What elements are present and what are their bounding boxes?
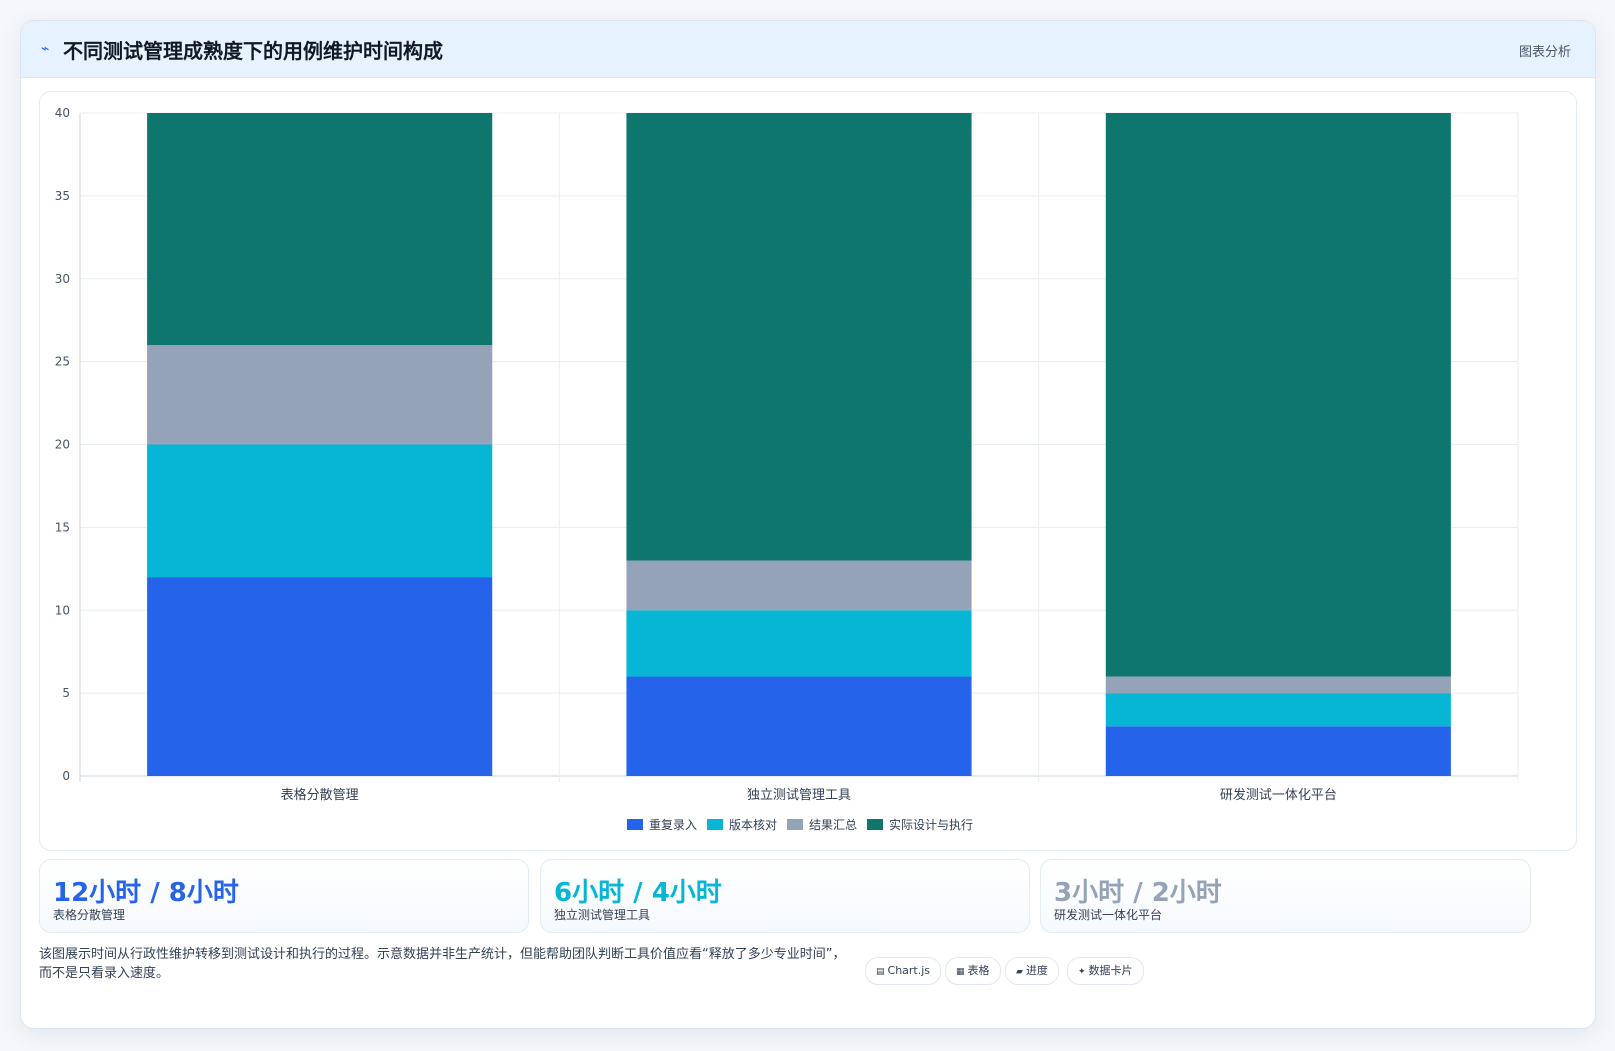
card-title: 不同测试管理成熟度下的用例维护时间构成 bbox=[63, 39, 443, 63]
chart-analysis-link[interactable]: 图表分析 bbox=[1518, 45, 1571, 60]
chip-table[interactable]: ▦ 表格 bbox=[945, 957, 1001, 985]
card-header: ⌁ 不同测试管理成熟度下的用例维护时间构成 图表分析 bbox=[21, 21, 1595, 78]
y-tick-label: 5 bbox=[62, 686, 70, 700]
stacked-bar-chart: 0 5 10 15 20 25 30 35 40 表格分散管理 独立测试管理工具 研发测试一体化平台重… bbox=[55, 106, 1519, 832]
legend-swatch bbox=[867, 819, 883, 830]
bar-segment bbox=[1105, 726, 1451, 776]
y-tick-label: 15 bbox=[55, 520, 70, 534]
y-tick-label: 0 bbox=[62, 769, 70, 783]
bar-segment bbox=[147, 444, 493, 578]
bar-segment bbox=[147, 577, 493, 776]
chip-data-card[interactable]: ✦ 数据卡片 bbox=[1067, 957, 1144, 985]
stat-label: 表格分散管理 bbox=[53, 908, 126, 922]
legend-swatch bbox=[707, 819, 723, 830]
legend-label: 版本核对 bbox=[729, 818, 777, 832]
bar-segment bbox=[147, 113, 493, 346]
bar-segment bbox=[626, 113, 972, 561]
bar-segment bbox=[626, 560, 972, 611]
stat-value: 3小时 / 2小时 bbox=[1054, 878, 1222, 908]
sparkle-icon: ✦ bbox=[1078, 967, 1086, 977]
stat-label: 独立测试管理工具 bbox=[554, 908, 651, 922]
chip-label: Chart.js bbox=[887, 964, 931, 977]
y-tick-label: 30 bbox=[55, 272, 70, 286]
legend-swatch bbox=[627, 819, 643, 830]
y-tick-label: 35 bbox=[55, 189, 70, 203]
stat-label: 研发测试一体化平台 bbox=[1054, 908, 1163, 922]
bar-segment bbox=[147, 345, 493, 445]
legend-label: 重复录入 bbox=[649, 818, 697, 832]
bar-segment bbox=[1105, 693, 1451, 727]
x-tick-label: 独立测试管理工具 bbox=[747, 788, 851, 803]
x-tick-label: 表格分散管理 bbox=[281, 787, 359, 803]
bar-segment bbox=[1105, 676, 1451, 694]
chart-icon: ▤ bbox=[876, 967, 885, 977]
legend-label: 实际设计与执行 bbox=[889, 817, 973, 832]
legend-swatch bbox=[787, 819, 803, 830]
progress-icon: ▰ bbox=[1016, 967, 1023, 977]
table-icon: ▦ bbox=[956, 967, 965, 977]
y-tick-label: 40 bbox=[55, 106, 70, 120]
chip-label: 表格 bbox=[967, 964, 990, 977]
bar-segment bbox=[626, 676, 972, 776]
bar-segment bbox=[626, 610, 972, 677]
x-tick-label: 研发测试一体化平台 bbox=[1220, 787, 1337, 803]
y-tick-label: 10 bbox=[55, 603, 70, 617]
y-tick-label: 25 bbox=[55, 355, 70, 369]
chart-description: 该图展示时间从行政性维护转移到测试设计和执行的过程。示意数据并非生产统计，但能帮… bbox=[39, 947, 846, 981]
chip-progress[interactable]: ▰ 进度 bbox=[1005, 957, 1059, 985]
stat-value: 12小时 / 8小时 bbox=[53, 878, 239, 908]
chart-line-icon: ⌁ bbox=[41, 41, 50, 57]
bar-segment bbox=[1105, 113, 1451, 677]
legend-label: 结果汇总 bbox=[809, 818, 857, 832]
chip-label: 进度 bbox=[1025, 964, 1048, 977]
y-tick-label: 20 bbox=[55, 438, 70, 452]
chart-card: ⌁ 不同测试管理成熟度下的用例维护时间构成 图表分析 0 5 10 15 20 25 30 3… bbox=[20, 20, 1596, 1029]
stat-card-integrated-platform: 3小时 / 2小时 研发测试一体化平台 bbox=[1040, 859, 1531, 933]
chart-panel: 0 5 10 15 20 25 30 35 40 表格分散管理 独立测试管理工具 研发测试一体化平台重… bbox=[39, 91, 1577, 851]
chip-chartjs[interactable]: ▤ Chart.js bbox=[865, 957, 942, 985]
stat-value: 6小时 / 4小时 bbox=[554, 878, 722, 908]
stat-card-standalone-tool: 6小时 / 4小时 独立测试管理工具 bbox=[540, 859, 1030, 933]
stat-card-spreadsheet: 12小时 / 8小时 表格分散管理 bbox=[39, 859, 529, 933]
chip-label: 数据卡片 bbox=[1088, 964, 1133, 977]
